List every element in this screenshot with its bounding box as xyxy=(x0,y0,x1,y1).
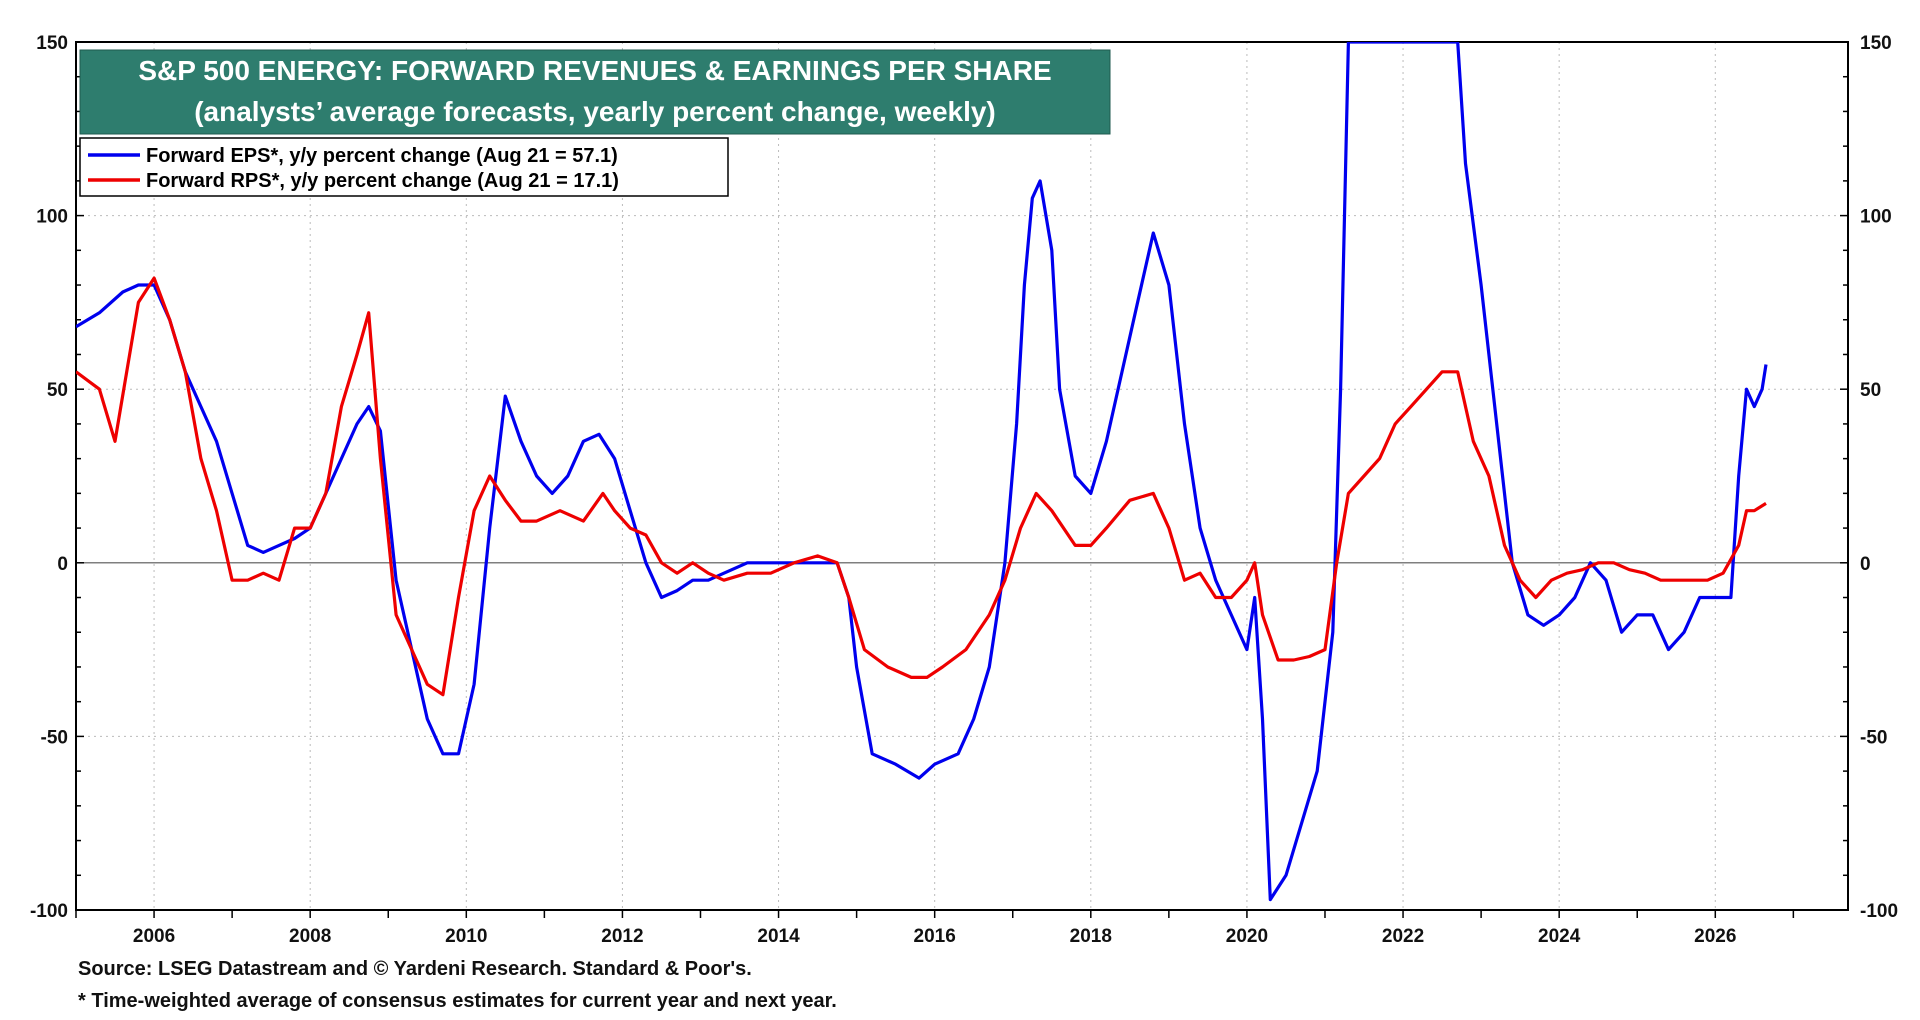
x-tick-label: 2020 xyxy=(1226,926,1268,947)
y-tick-label-left: 0 xyxy=(57,554,68,575)
legend: Forward EPS*, y/y percent change (Aug 21… xyxy=(79,137,729,197)
x-tick-label: 2010 xyxy=(445,926,487,947)
axis-layer: -100 -100 -50 -50 0 0 50 50 100 100 150 150 2006 2008… xyxy=(30,33,1898,947)
title-background xyxy=(79,49,1111,135)
y-tick-label-right: 50 xyxy=(1860,380,1881,401)
y-tick-label-left: -100 xyxy=(30,901,68,922)
series-line-eps xyxy=(76,42,1768,902)
x-tick-label: 2014 xyxy=(757,926,800,947)
series-layer xyxy=(76,42,1768,902)
x-tick-label: 2006 xyxy=(133,926,175,947)
x-tick-label: 2018 xyxy=(1070,926,1112,947)
x-tick-label: 2016 xyxy=(914,926,956,947)
x-tick-label: 2024 xyxy=(1538,926,1581,947)
legend-label-eps: Forward EPS*, y/y percent change (Aug 21… xyxy=(146,145,618,167)
y-tick-label-right: -50 xyxy=(1860,727,1887,748)
footnote: * Time-weighted average of consensus est… xyxy=(78,990,837,1012)
x-tick-label: 2008 xyxy=(289,926,331,947)
y-tick-label-left: 150 xyxy=(36,33,68,54)
chart-subtitle: (analysts’ average forecasts, yearly per… xyxy=(194,96,996,127)
legend-box xyxy=(79,137,729,197)
title-box: S&P 500 ENERGY: FORWARD REVENUES & EARNI… xyxy=(79,49,1111,135)
x-tick-label: 2012 xyxy=(601,926,643,947)
y-tick-label-right: 150 xyxy=(1860,33,1892,54)
plot-frame xyxy=(75,41,1849,911)
y-tick-label-right: 100 xyxy=(1860,207,1892,228)
legend-label-rps: Forward RPS*, y/y percent change (Aug 21… xyxy=(146,170,619,192)
chart-title: S&P 500 ENERGY: FORWARD REVENUES & EARNI… xyxy=(138,55,1051,86)
y-tick-label-right: -100 xyxy=(1860,901,1898,922)
y-tick-label-left: 50 xyxy=(47,380,68,401)
x-tick-label: 2022 xyxy=(1382,926,1424,947)
x-tick-label: 2026 xyxy=(1694,926,1736,947)
y-tick-label-right: 0 xyxy=(1860,554,1871,575)
y-tick-label-left: -50 xyxy=(41,727,68,748)
series-line-rps xyxy=(76,276,1767,697)
source-note: Source: LSEG Datastream and © Yardeni Re… xyxy=(78,958,752,980)
y-tick-label-left: 100 xyxy=(36,207,68,228)
